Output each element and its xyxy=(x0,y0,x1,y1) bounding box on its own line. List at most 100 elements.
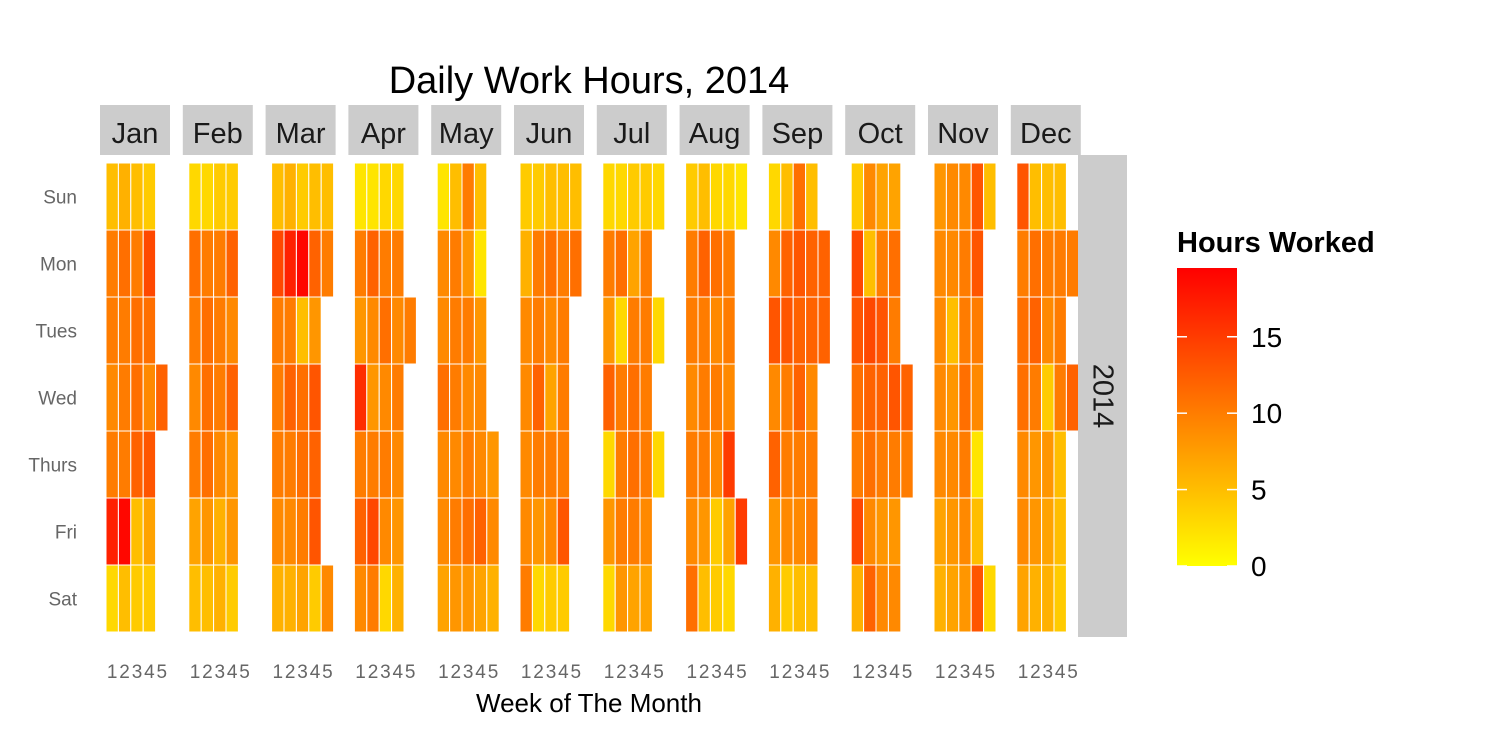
heatmap-cell xyxy=(722,497,736,566)
heatmap-cell xyxy=(875,497,889,566)
heatmap-cell xyxy=(651,162,666,231)
week-tick-label: 2 xyxy=(451,662,462,683)
heatmap-cell xyxy=(556,296,571,365)
week-tick-label: 3 xyxy=(1043,662,1054,683)
heatmap-cell xyxy=(378,229,393,298)
heatmap-cell xyxy=(887,363,902,432)
heatmap-cell xyxy=(295,430,310,499)
heatmap-cell xyxy=(958,162,972,231)
heatmap-cell xyxy=(1065,229,1080,298)
heatmap-cell xyxy=(188,497,202,566)
heatmap-cell xyxy=(1016,564,1030,633)
heatmap-cell xyxy=(970,430,985,499)
heatmap-cell xyxy=(117,564,132,633)
heatmap-cell xyxy=(531,162,546,231)
heatmap-cell xyxy=(391,162,405,231)
heatmap-cell xyxy=(614,162,629,231)
heatmap-cell xyxy=(283,229,297,298)
week-tick-label: 1 xyxy=(687,662,698,683)
heatmap-cell xyxy=(105,430,119,499)
heatmap-cell xyxy=(850,564,865,633)
heatmap-cell xyxy=(639,229,653,298)
heatmap-cell xyxy=(366,564,380,633)
week-tick-label: 1 xyxy=(1018,662,1029,683)
heatmap-cell xyxy=(697,564,711,633)
heatmap-cell xyxy=(1053,564,1067,633)
heatmap-cell xyxy=(473,363,488,432)
month-strip-apr xyxy=(348,105,419,155)
heatmap-cell xyxy=(602,162,616,231)
week-tick-label: 4 xyxy=(641,662,652,683)
heatmap-cell xyxy=(461,296,475,365)
heatmap-cell xyxy=(697,162,711,231)
heatmap-cell xyxy=(200,363,215,432)
heatmap-cell xyxy=(225,564,239,633)
heatmap-cell xyxy=(1053,497,1067,566)
heatmap-cell xyxy=(734,497,749,566)
week-tick-label: 2 xyxy=(865,662,876,683)
heatmap-cell xyxy=(225,162,239,231)
heatmap-cell xyxy=(556,162,571,231)
heatmap-cell xyxy=(449,430,463,499)
heatmap-cell xyxy=(271,162,285,231)
heatmap-cell xyxy=(722,162,736,231)
heatmap-cell xyxy=(651,296,666,365)
heatmap-cell xyxy=(200,229,215,298)
month-strip-label: Nov xyxy=(937,118,989,150)
week-tick-label: 3 xyxy=(132,662,143,683)
heatmap-cell xyxy=(188,430,202,499)
week-tick-label: 5 xyxy=(571,662,582,683)
heatmap-cell xyxy=(602,363,616,432)
heatmap-cell xyxy=(958,363,972,432)
heatmap-cell xyxy=(933,497,947,566)
month-strip-feb xyxy=(182,105,253,155)
heatmap-cell xyxy=(117,430,132,499)
heatmap-cell xyxy=(519,497,533,566)
month-strip-nov xyxy=(928,105,998,155)
heatmap-cell xyxy=(308,296,322,365)
heatmap-cell xyxy=(945,296,960,365)
heatmap-cell xyxy=(213,497,227,566)
heatmap-cell xyxy=(378,564,393,633)
heatmap-cell xyxy=(366,497,380,566)
week-tick-label: 5 xyxy=(239,662,250,683)
week-tick-label: 5 xyxy=(1067,662,1078,683)
heatmap-cell xyxy=(1053,229,1067,298)
heatmap-cell xyxy=(792,229,807,298)
heatmap-cell xyxy=(271,229,285,298)
heatmap-cell xyxy=(461,363,475,432)
heatmap-cell xyxy=(271,497,285,566)
heatmap-cell xyxy=(353,497,368,566)
week-tick-label: 3 xyxy=(877,662,888,683)
heatmap-cell xyxy=(780,430,794,499)
heatmap-cell xyxy=(473,430,488,499)
week-tick-label: 5 xyxy=(736,662,747,683)
heatmap-cell xyxy=(792,497,807,566)
heatmap-cell xyxy=(436,363,451,432)
heatmap-cell xyxy=(378,363,393,432)
heatmap-cell xyxy=(639,296,653,365)
week-tick-label: 3 xyxy=(711,662,722,683)
heatmap-cell xyxy=(627,363,641,432)
legend-tick-label: 0 xyxy=(1251,551,1267,582)
heatmap-cell xyxy=(225,497,239,566)
heatmap-cell xyxy=(627,497,641,566)
month-strip-dec xyxy=(1010,105,1081,155)
heatmap-cell xyxy=(308,162,322,231)
heatmap-cell xyxy=(531,430,546,499)
heatmap-cell xyxy=(556,363,571,432)
heatmap-cell xyxy=(863,430,877,499)
heatmap-cell xyxy=(875,229,889,298)
heatmap-cell xyxy=(685,162,699,231)
heatmap-cell xyxy=(767,497,782,566)
heatmap-cell xyxy=(1041,430,1055,499)
month-strip-label: Mar xyxy=(276,118,326,150)
week-tick-label: 1 xyxy=(273,662,284,683)
heatmap-cell xyxy=(970,497,985,566)
week-tick-label: 4 xyxy=(724,662,735,683)
week-tick-label: 4 xyxy=(227,662,238,683)
heatmap-cell xyxy=(627,430,641,499)
